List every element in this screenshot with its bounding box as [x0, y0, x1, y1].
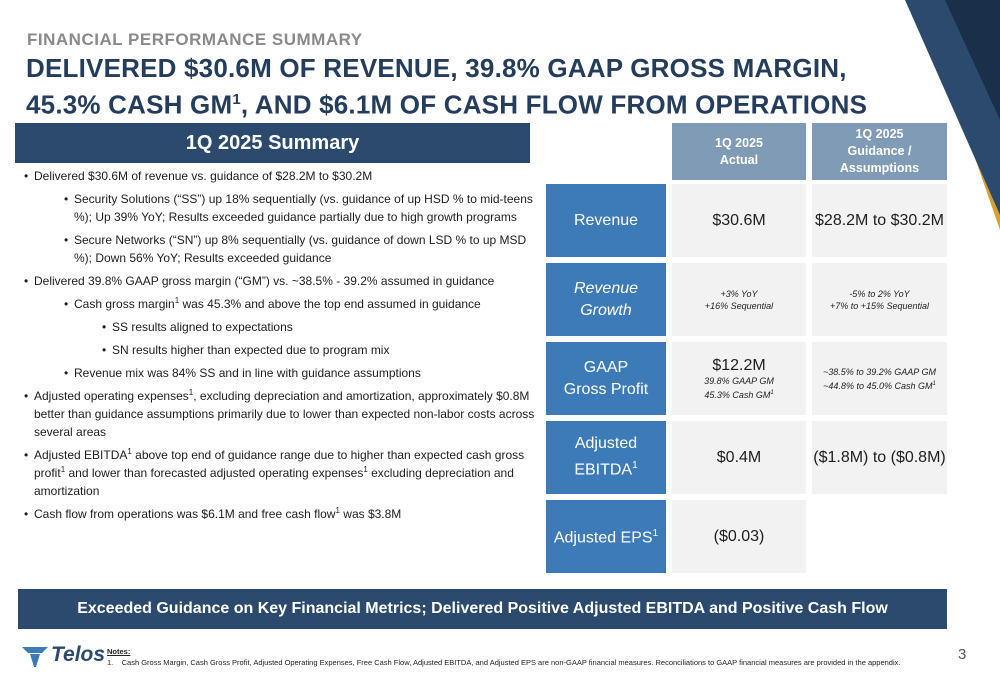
page-number: 3 — [958, 646, 967, 663]
column-header-actual: 1Q 2025 Actual — [672, 123, 806, 180]
eyebrow-title: FINANCIAL PERFORMANCE SUMMARY — [27, 30, 363, 49]
column-header-guidance: 1Q 2025 Guidance / Assumptions — [812, 123, 947, 180]
headline-line-1: DELIVERED $30.6M OF REVENUE, 39.8% GAAP … — [26, 53, 847, 83]
row-label-adjusted-eps: Adjusted EPS1 — [546, 500, 666, 573]
summary-bullet: SS results aligned to expectations — [102, 318, 536, 336]
row-label-gaap-gross-profit: GAAP Gross Profit — [546, 342, 666, 415]
corner-decoration — [905, 0, 1000, 230]
footnotes: Notes: 1. Cash Gross Margin, Cash Gross … — [107, 646, 900, 668]
summary-bullet: SN results higher than expected due to p… — [102, 341, 536, 359]
headline: DELIVERED $30.6M OF REVENUE, 39.8% GAAP … — [26, 52, 906, 121]
cell-ebitda-guidance: ($1.8M) to ($0.8M) — [812, 421, 947, 494]
row-label-revenue-growth: Revenue Growth — [546, 263, 666, 336]
summary-bullets: Delivered $30.6M of revenue vs. guidance… — [24, 167, 536, 523]
row-label-adjusted-ebitda: Adjusted EBITDA1 — [546, 421, 666, 494]
summary-bullet: Cash gross margin1 was 45.3% and above t… — [64, 295, 536, 313]
telos-logo-text: Telos — [51, 643, 106, 666]
summary-title: 1Q 2025 Summary — [15, 123, 530, 163]
telos-logo: Telos — [22, 643, 105, 667]
cell-eps-actual: ($0.03) — [672, 500, 806, 573]
summary-bullet: Security Solutions (“SS”) up 18% sequent… — [64, 190, 536, 226]
row-label-revenue: Revenue — [546, 184, 666, 257]
summary-bullet: Cash flow from operations was $6.1M and … — [24, 505, 536, 523]
note-1: 1. Cash Gross Margin, Cash Gross Profit,… — [107, 658, 901, 667]
cell-gross-profit-actual: $12.2M 39.8% GAAP GM 45.3% Cash GM1 — [672, 342, 806, 415]
summary-bullet: Adjusted EBITDA1 above top end of guidan… — [24, 446, 536, 500]
summary-bullet: Revenue mix was 84% SS and in line with … — [64, 364, 536, 382]
cell-eps-guidance — [812, 500, 947, 573]
bottom-banner: Exceeded Guidance on Key Financial Metri… — [18, 589, 947, 629]
telos-logo-icon — [22, 647, 48, 667]
cell-gross-profit-guidance: ~38.5% to 39.2% GAAP GM ~44.8% to 45.0% … — [812, 342, 947, 415]
cell-growth-actual: +3% YoY +16% Sequential — [672, 263, 806, 336]
cell-growth-guidance: -5% to 2% YoY +7% to +15% Sequential — [812, 263, 947, 336]
summary-bullet: Adjusted operating expenses1, excluding … — [24, 387, 536, 441]
headline-line-2: 45.3% CASH GM1, AND $6.1M OF CASH FLOW F… — [26, 89, 868, 120]
summary-bullet: Delivered $30.6M of revenue vs. guidance… — [24, 167, 536, 185]
cell-revenue-actual: $30.6M — [672, 184, 806, 257]
summary-bullet: Secure Networks (“SN”) up 8% sequentiall… — [64, 231, 536, 267]
cell-ebitda-actual: $0.4M — [672, 421, 806, 494]
summary-bullet: Delivered 39.8% GAAP gross margin (“GM”)… — [24, 272, 536, 290]
cell-revenue-guidance: $28.2M to $30.2M — [812, 184, 947, 257]
notes-heading: Notes: — [107, 647, 131, 656]
